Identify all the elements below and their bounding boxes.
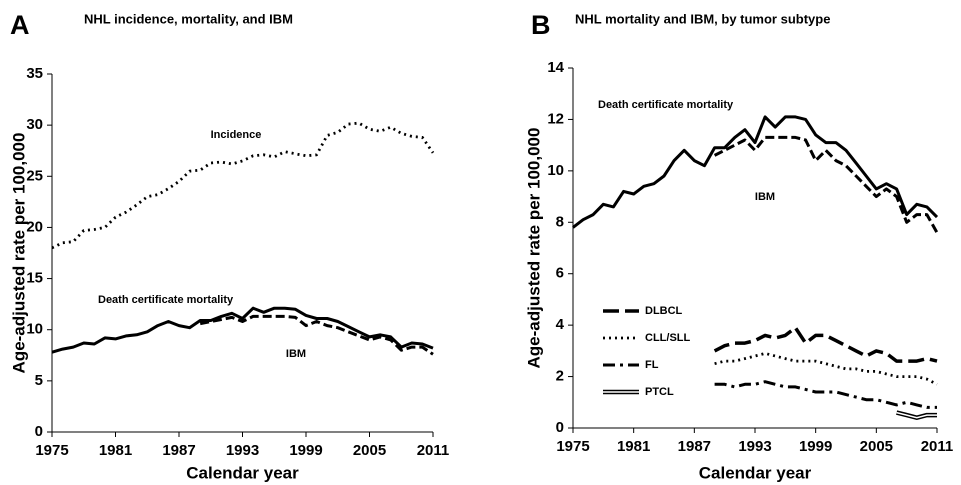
line-annotation: IBM: [286, 348, 306, 360]
series-line: [572, 115, 939, 229]
y-tick-label: 0: [35, 423, 43, 440]
x-tick-label: 1981: [617, 438, 650, 455]
series-line: [713, 135, 939, 234]
y-tick-label: 12: [547, 110, 564, 127]
series-line: [714, 380, 937, 409]
line-annotation: Incidence: [211, 129, 262, 141]
x-tick-label: 1999: [799, 438, 832, 455]
line-annotation: IBM: [755, 191, 775, 203]
y-tick-label: 4: [556, 316, 565, 333]
x-tick-label: 2005: [353, 442, 386, 459]
x-tick-label: 2011: [921, 438, 954, 455]
series-line-inner: [896, 411, 937, 419]
x-tick-label: 2011: [417, 442, 450, 459]
y-tick-label: 0: [556, 419, 564, 436]
y-tick-label: 14: [547, 59, 564, 76]
legend-label: PTCL: [645, 386, 674, 398]
x-tick-label: 1993: [226, 442, 259, 459]
series-line: [713, 325, 938, 363]
x-tick-label: 2005: [860, 438, 893, 455]
x-tick-label: 1975: [35, 442, 68, 459]
x-tick-label: 1975: [556, 438, 589, 455]
y-tick-label: 10: [26, 321, 43, 338]
y-tick-label: 20: [26, 218, 43, 235]
y-tick-label: 15: [26, 270, 43, 287]
x-tick-label: 1999: [289, 442, 322, 459]
x-tick-label: 1987: [678, 438, 711, 455]
y-tick-label: 2: [556, 368, 564, 385]
legend-label: FL: [645, 359, 659, 371]
line-annotation: Death certificate mortality: [98, 294, 234, 306]
legend-label: CLL/SLL: [645, 332, 690, 344]
y-tick-label: 25: [26, 167, 43, 184]
y-tick-label: 30: [26, 116, 43, 133]
series-line: [51, 306, 434, 354]
legend-label: DLBCL: [645, 305, 683, 317]
y-tick-label: 10: [547, 162, 564, 179]
chart-title: NHL incidence, mortality, and IBM: [84, 11, 293, 26]
panel-letter: B: [531, 10, 551, 40]
y-tick-label: 35: [26, 65, 43, 82]
x-axis-title: Calendar year: [186, 463, 299, 482]
line-annotation: Death certificate mortality: [598, 99, 734, 111]
series-line: [51, 121, 435, 250]
x-tick-label: 1981: [99, 442, 132, 459]
y-axis-title: Age-adjusted rate per 100,000: [524, 128, 543, 369]
x-axis-title: Calendar year: [699, 463, 812, 482]
x-tick-label: 1993: [738, 438, 771, 455]
panel-letter: A: [10, 10, 30, 40]
y-tick-label: 6: [556, 265, 564, 282]
x-tick-label: 1987: [162, 442, 195, 459]
y-tick-label: 8: [556, 213, 564, 230]
series-line: [199, 314, 434, 356]
chart-title: NHL mortality and IBM, by tumor subtype: [575, 11, 830, 26]
y-axis-title: Age-adjusted rate per 100,000: [9, 133, 28, 374]
y-tick-label: 5: [35, 372, 43, 389]
series-line: [714, 352, 938, 386]
